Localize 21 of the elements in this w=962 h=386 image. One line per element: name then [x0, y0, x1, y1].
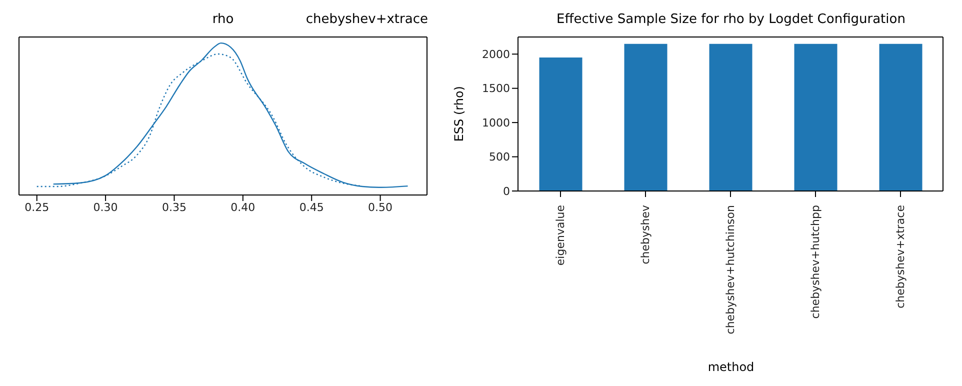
y-axis-title: ESS (rho): [452, 86, 466, 142]
x-tick-label: chebyshev: [639, 204, 652, 264]
x-tick-label: 0.45: [299, 200, 324, 214]
x-tick-label: eigenvalue: [554, 204, 567, 266]
x-tick-label: chebyshev+hutchpp: [809, 204, 822, 319]
y-tick-label: 2000: [482, 48, 510, 62]
x-tick-label: 0.50: [368, 200, 393, 214]
x-tick-label: chebyshev+hutchinson: [724, 204, 737, 334]
x-tick-label: 0.40: [230, 200, 256, 214]
y-tick-label: 0: [503, 184, 510, 198]
x-tick-label: chebyshev+xtrace: [894, 204, 907, 308]
chart-subtitle: chebyshev+xtrace: [306, 12, 428, 27]
chart-title: Effective Sample Size for rho by Logdet Configuration: [556, 12, 906, 27]
x-tick-label: 0.25: [24, 200, 50, 214]
x-axis-title: method: [706, 360, 756, 374]
chart-title: rho: [212, 12, 234, 27]
y-tick-label: 1000: [482, 116, 510, 130]
y-tick-label: 1500: [482, 82, 510, 96]
x-tick-label: 0.35: [162, 200, 186, 214]
y-tick-label: 500: [489, 150, 510, 164]
x-tick-label: 0.30: [93, 200, 118, 214]
